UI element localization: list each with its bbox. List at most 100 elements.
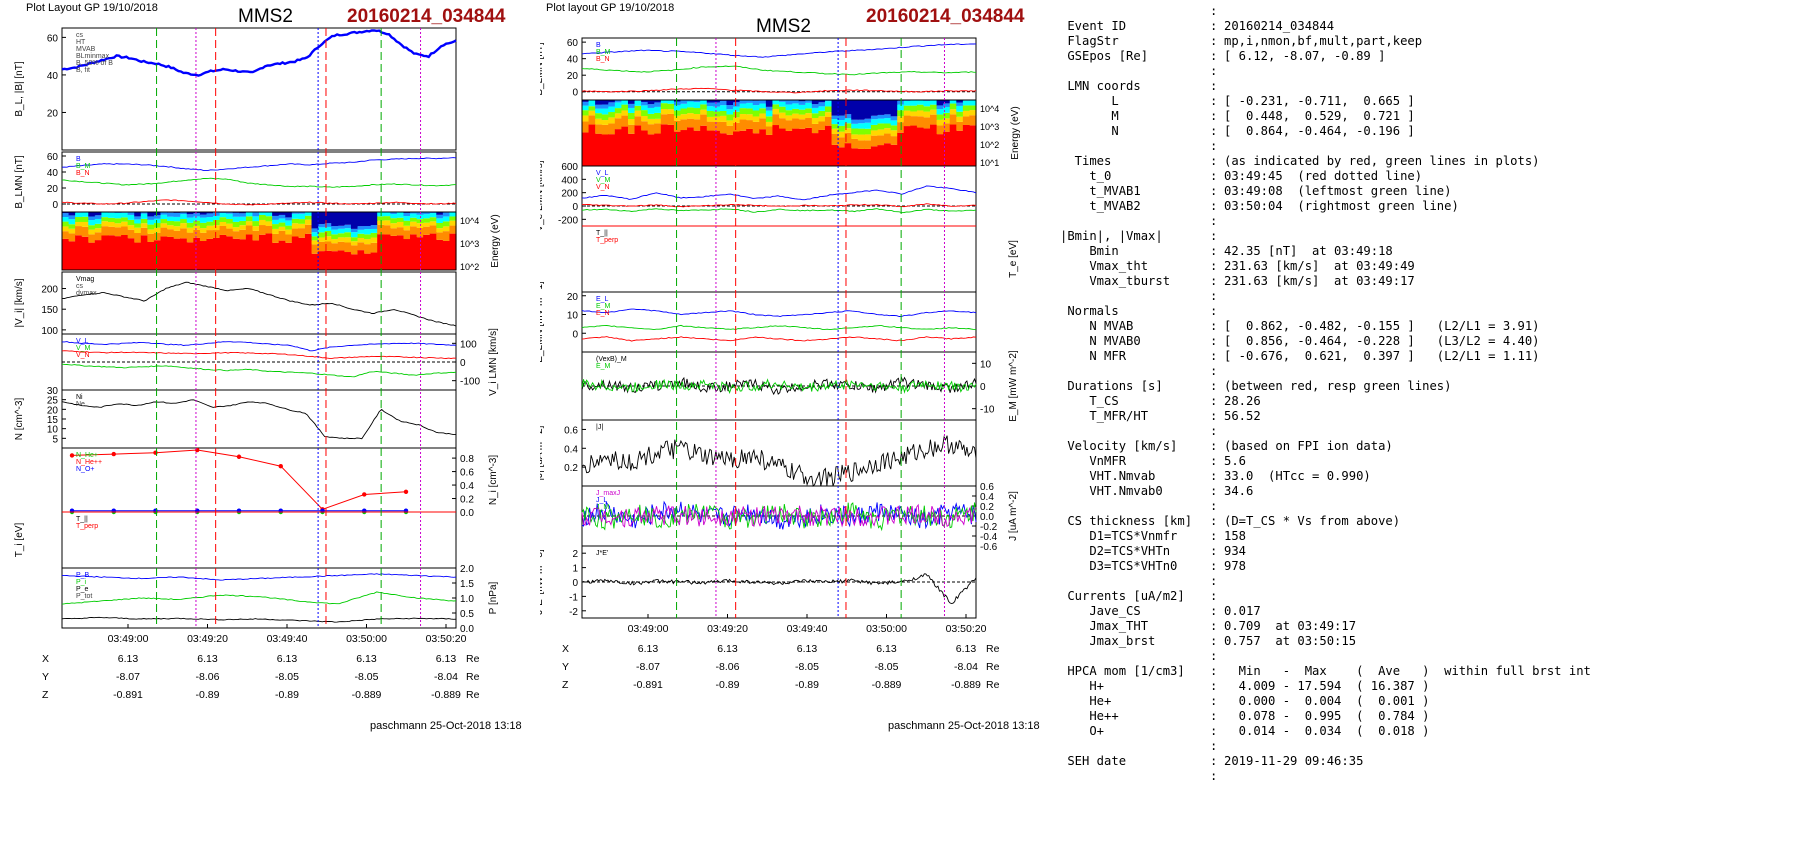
heatmap-cell <box>739 114 747 120</box>
heatmap-cell <box>350 232 359 238</box>
heatmap-cell <box>206 221 214 226</box>
y-axis-label: P [nPa] <box>488 581 499 614</box>
heatmap-cell <box>680 103 688 109</box>
info-value: 231.63 [km/s] at 03:49:17 <box>1224 274 1415 288</box>
legend-label: |J| <box>596 424 603 431</box>
heatmap-cell <box>962 124 971 166</box>
heatmap-cell <box>199 214 208 218</box>
heatmap-cell <box>245 216 254 222</box>
info-colon: : <box>1210 64 1218 78</box>
heatmap-cell <box>601 134 609 166</box>
info-value: 03:50:04 (rightmost green line) <box>1224 199 1459 213</box>
heatmap-cell <box>107 235 116 270</box>
heatmap-cell <box>627 100 636 104</box>
heatmap-cell <box>903 126 911 166</box>
heatmap-cell <box>634 116 642 126</box>
position-unit: Re <box>986 661 1000 673</box>
y-axis-label: V_i LMN [km/s] <box>488 328 499 396</box>
heatmap-cell <box>75 221 83 227</box>
heatmap-cell <box>962 105 971 111</box>
heatmap-cell <box>601 114 609 121</box>
heatmap-cell <box>739 103 747 109</box>
heatmap-cell <box>706 102 714 107</box>
tick-label: 10^4 <box>980 104 999 114</box>
info-row: : <box>1060 649 1800 664</box>
heatmap-cell <box>673 115 682 121</box>
heatmap-cell <box>324 236 332 242</box>
heatmap-cell <box>910 111 918 117</box>
legend-label: E_N <box>596 310 610 317</box>
heatmap-cell <box>779 112 787 119</box>
heatmap-cell <box>857 119 865 124</box>
panel-frame <box>61 447 457 513</box>
heatmap-cell <box>403 220 411 226</box>
heatmap-cell <box>206 217 214 222</box>
heatmap-cell <box>588 115 596 125</box>
heatmap-cell <box>114 223 122 228</box>
heatmap-cell <box>870 124 879 131</box>
heatmap-cell <box>173 212 181 217</box>
info-key: Normals <box>1060 304 1119 318</box>
heatmap-cell <box>68 228 76 234</box>
heatmap-cell <box>357 237 365 243</box>
heatmap-cell <box>614 102 622 109</box>
info-key: T_CS <box>1060 394 1119 408</box>
heatmap-cell <box>390 218 398 224</box>
legend-label: N_He++ <box>76 459 102 466</box>
position-row-label: Z <box>562 679 569 691</box>
heatmap-cell <box>733 122 741 132</box>
info-row: |Bmin|, |Vmax|: <box>1060 229 1800 244</box>
heatmap-cell <box>936 119 944 126</box>
legend-label: B_N <box>596 56 610 63</box>
heatmap-cell <box>844 100 852 115</box>
info-colon: : <box>1210 649 1218 663</box>
heatmap-cell <box>903 115 911 127</box>
heatmap-cell <box>687 127 695 166</box>
position-value: 6.13 <box>638 643 659 655</box>
position-value: 6.13 <box>436 653 457 665</box>
heatmap-cell <box>213 237 221 270</box>
tick-label: 0.4 <box>564 444 578 455</box>
heatmap-cell <box>252 226 260 231</box>
heatmap-cell <box>890 144 898 166</box>
heatmap-cell <box>442 226 451 232</box>
heatmap-cell <box>601 100 609 105</box>
series-line <box>581 500 977 530</box>
panel-mid-5: 20 10 0 E_LE_ME_N E_LMN [mV m^-1] <box>540 281 977 363</box>
heatmap-cell <box>88 212 96 217</box>
heatmap-cell <box>687 101 695 108</box>
heatmap-cell <box>759 108 767 114</box>
legend-label: V_N <box>76 352 90 359</box>
info-colon: : <box>1210 544 1218 558</box>
heatmap-cell <box>805 127 813 166</box>
heatmap-cell <box>285 212 293 218</box>
info-row: L: [ -0.231, -0.711, 0.665 ] <box>1060 94 1800 109</box>
time-tick-label: 03:50:00 <box>866 623 907 635</box>
heatmap-cell <box>403 230 411 240</box>
y-axis-label: J [uA m^-2] <box>1008 491 1019 541</box>
heatmap-cell <box>94 232 102 241</box>
heatmap-cell <box>746 100 754 103</box>
tick-label: -0.6 <box>980 542 998 553</box>
heatmap-cell <box>831 115 839 120</box>
heatmap-cell <box>114 236 122 270</box>
tick-label: 0 <box>980 382 986 393</box>
heatmap-cell <box>423 214 431 219</box>
heatmap-cell <box>582 105 590 111</box>
heatmap-cell <box>949 124 957 166</box>
heatmap-cell <box>772 108 780 115</box>
info-key: t_0 <box>1060 169 1112 183</box>
heatmap-cell <box>410 221 418 227</box>
heatmap-cell <box>75 226 83 236</box>
heatmap-cell <box>442 212 451 217</box>
heatmap-cell <box>765 116 774 122</box>
heatmap-cell <box>383 225 391 235</box>
tick-label: -1 <box>569 592 578 603</box>
heatmap-cell <box>608 123 616 135</box>
heatmap-cell <box>173 226 181 231</box>
info-key: VnMFR <box>1060 454 1127 468</box>
heatmap-cell <box>930 100 938 105</box>
heatmap-cell <box>785 120 793 131</box>
heatmap-cell <box>291 218 299 224</box>
